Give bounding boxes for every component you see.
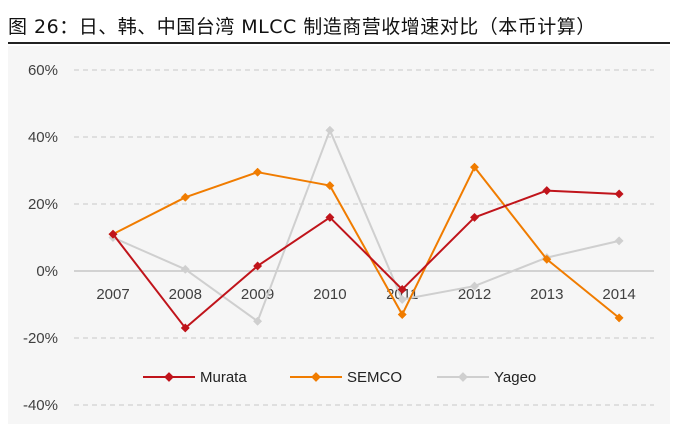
chart-background	[8, 46, 670, 424]
data-point-murata	[397, 284, 407, 294]
series-lines	[108, 125, 624, 333]
y-tick-label: 20%	[28, 196, 58, 213]
data-point-murata	[614, 189, 624, 199]
legend-label-semco: SEMCO	[347, 369, 402, 386]
data-point-murata	[469, 212, 480, 222]
y-tick-label: -40%	[23, 397, 58, 414]
data-point-yageo	[325, 125, 335, 135]
data-point-semco	[614, 313, 624, 323]
y-tick-label: 0%	[36, 263, 58, 280]
legend-label-yageo: Yageo	[494, 369, 536, 386]
x-axis-ticks: 2007 2008 2009 2010 2011 2012 2013 2014	[96, 286, 635, 303]
y-axis-ticks: 60% 40% 20% 0% -20% -40%	[23, 62, 58, 414]
data-point-semco	[469, 162, 480, 172]
figure-header: 图 26：日、韩、中国台湾 MLCC 制造商营收增速对比（本币计算）	[0, 0, 674, 44]
data-point-murata	[180, 323, 190, 333]
data-point-semco	[542, 254, 552, 264]
legend: Murata SEMCO Yageo	[143, 369, 536, 386]
legend-marker-semco	[311, 372, 321, 382]
figure-title: 图 26：日、韩、中国台湾 MLCC 制造商营收增速对比（本币计算）	[8, 16, 596, 38]
data-point-murata	[542, 186, 552, 196]
data-point-yageo	[614, 236, 624, 246]
legend-label-murata: Murata	[200, 369, 247, 386]
data-point-semco	[180, 192, 190, 202]
y-tick-label: -20%	[23, 330, 58, 347]
data-point-yageo	[253, 316, 263, 326]
x-tick-label: 2008	[169, 286, 202, 303]
data-point-murata	[108, 229, 118, 239]
x-tick-label: 2007	[96, 286, 129, 303]
data-point-semco	[397, 309, 407, 320]
data-point-yageo	[469, 281, 480, 291]
legend-marker-yageo	[458, 372, 468, 382]
data-point-semco	[253, 167, 263, 177]
data-point-yageo	[397, 294, 407, 305]
x-tick-label: 2014	[602, 286, 635, 303]
data-point-murata	[325, 212, 335, 222]
series-line-yageo	[112, 129, 620, 323]
y-tick-label: 40%	[28, 129, 58, 146]
data-point-murata	[253, 261, 263, 271]
data-point-yageo	[180, 264, 190, 274]
gridlines	[74, 69, 654, 406]
data-point-semco	[325, 181, 335, 191]
title-underline	[8, 42, 670, 44]
x-tick-label: 2010	[313, 286, 346, 303]
x-tick-label: 2012	[458, 286, 491, 303]
y-tick-label: 60%	[28, 62, 58, 79]
legend-marker-murata	[164, 372, 174, 382]
x-tick-label: 2013	[530, 286, 563, 303]
series-line-semco	[112, 166, 620, 319]
series-line-murata	[112, 189, 620, 329]
